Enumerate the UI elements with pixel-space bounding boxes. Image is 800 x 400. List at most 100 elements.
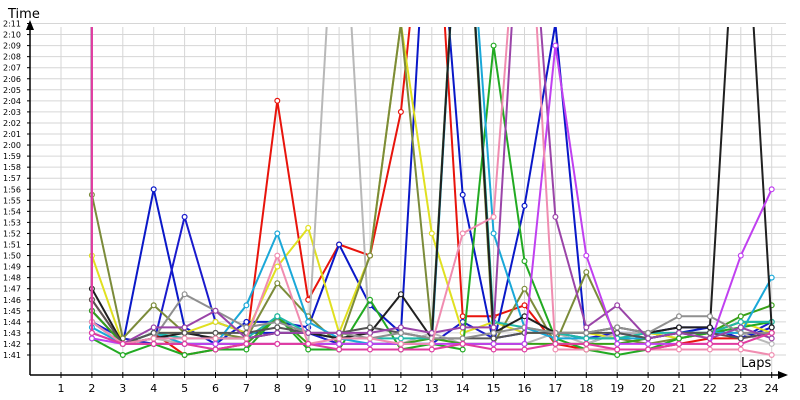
data-point	[119, 340, 126, 347]
y-tick-label: 1:49	[3, 263, 21, 272]
data-point	[428, 230, 435, 237]
data-point	[428, 340, 435, 347]
data-point	[614, 352, 621, 359]
data-point	[181, 340, 188, 347]
data-point	[583, 324, 590, 331]
y-tick-label: 1:43	[3, 329, 21, 338]
y-tick-label: 1:57	[3, 174, 21, 183]
data-point	[243, 340, 250, 347]
data-point	[212, 307, 219, 314]
data-point	[583, 346, 590, 353]
data-point	[305, 318, 312, 325]
y-tick-label: 1:41	[3, 351, 21, 360]
data-point	[583, 269, 590, 276]
data-point	[243, 335, 250, 342]
plot-area	[88, 27, 775, 359]
data-point	[459, 335, 466, 342]
y-tick-label: 2:05	[3, 86, 21, 95]
data-point	[706, 329, 713, 336]
y-tick-label: 1:56	[3, 185, 21, 194]
y-tick-label: 2:11	[3, 20, 21, 29]
data-point	[336, 346, 343, 353]
data-point	[212, 318, 219, 325]
data-point	[274, 324, 281, 331]
data-point	[768, 352, 775, 359]
x-tick-label: 19	[610, 382, 624, 395]
data-point	[490, 230, 497, 237]
data-point	[367, 340, 374, 347]
data-point	[552, 213, 559, 220]
x-tick-label: 6	[212, 382, 219, 395]
data-point	[737, 252, 744, 259]
data-point	[336, 335, 343, 342]
y-tick-label: 1:42	[3, 340, 21, 349]
x-tick-label: 13	[425, 382, 439, 395]
x-tick-label: 1	[58, 382, 65, 395]
data-point	[737, 318, 744, 325]
data-point	[150, 186, 157, 193]
x-tick-label: 5	[181, 382, 188, 395]
x-tick-label: 10	[332, 382, 346, 395]
data-point	[274, 230, 281, 237]
y-tick-label: 2:04	[3, 97, 21, 106]
data-point	[150, 324, 157, 331]
data-point	[181, 335, 188, 342]
data-point	[336, 329, 343, 336]
y-tick-label: 1:45	[3, 307, 21, 316]
x-axis-arrow	[778, 371, 788, 379]
data-point	[397, 324, 404, 331]
data-point	[645, 346, 652, 353]
data-point	[459, 346, 466, 353]
data-point	[397, 291, 404, 298]
data-point	[645, 329, 652, 336]
x-tick-label: 17	[548, 382, 562, 395]
x-tick-label: 15	[487, 382, 501, 395]
y-tick-label: 1:58	[3, 163, 21, 172]
data-point	[675, 313, 682, 320]
x-tick-label: 4	[150, 382, 157, 395]
y-tick-label: 2:00	[3, 141, 21, 150]
data-point	[614, 329, 621, 336]
data-point	[583, 252, 590, 259]
data-point	[706, 324, 713, 331]
data-point	[181, 324, 188, 331]
data-point	[490, 335, 497, 342]
x-tick-label: 7	[243, 382, 250, 395]
data-point	[459, 313, 466, 320]
axes	[26, 20, 788, 379]
y-tick-label: 2:03	[3, 108, 21, 117]
y-tick-label: 1:59	[3, 152, 21, 161]
data-point	[614, 324, 621, 331]
data-point	[768, 340, 775, 347]
data-point	[274, 329, 281, 336]
data-point	[490, 340, 497, 347]
data-point	[737, 340, 744, 347]
series-line	[90, 27, 773, 351]
data-point	[490, 324, 497, 331]
data-point	[521, 285, 528, 292]
y-tick-label: 2:09	[3, 42, 21, 51]
data-point	[397, 335, 404, 342]
data-point	[150, 302, 157, 309]
x-tick-label: 3	[119, 382, 126, 395]
data-point	[150, 340, 157, 347]
y-tick-label: 2:07	[3, 64, 21, 73]
data-point	[305, 346, 312, 353]
data-point	[521, 202, 528, 209]
data-point	[367, 335, 374, 342]
data-point	[583, 335, 590, 342]
data-point	[737, 346, 744, 353]
data-point	[212, 340, 219, 347]
data-point	[150, 329, 157, 336]
data-point	[675, 329, 682, 336]
series-17	[88, 27, 775, 353]
y-tick-label: 1:44	[3, 318, 21, 327]
x-tick-label: 12	[394, 382, 408, 395]
data-point	[490, 213, 497, 220]
data-point	[645, 340, 652, 347]
data-point	[119, 352, 126, 359]
data-point	[459, 324, 466, 331]
x-tick-label: 20	[641, 382, 655, 395]
data-point	[181, 213, 188, 220]
data-point	[490, 42, 497, 49]
